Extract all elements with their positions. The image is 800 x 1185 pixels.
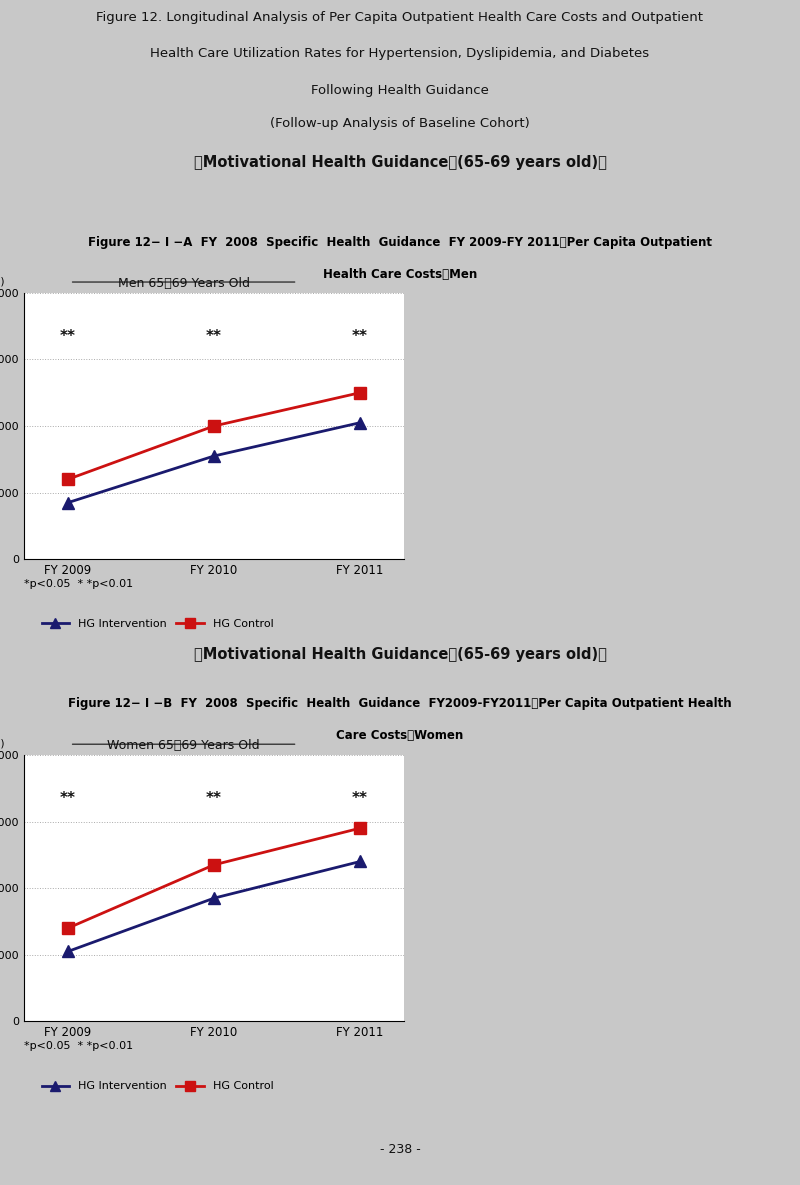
Text: Care Costs・Women: Care Costs・Women	[336, 729, 464, 742]
Text: Health Care Costs・Men: Health Care Costs・Men	[323, 268, 477, 281]
Text: (Points): (Points)	[0, 276, 5, 287]
Text: Men 65～69 Years Old: Men 65～69 Years Old	[118, 276, 250, 289]
Text: 【Motivational Health Guidance　(65-69 years old)】: 【Motivational Health Guidance (65-69 yea…	[194, 647, 606, 661]
Text: 【Motivational Health Guidance　(65-69 years old)】: 【Motivational Health Guidance (65-69 yea…	[194, 155, 606, 171]
Text: **: **	[206, 790, 222, 806]
Text: **: **	[60, 328, 76, 344]
Legend: HG Intervention, HG Control: HG Intervention, HG Control	[37, 1077, 278, 1096]
Text: Women 65～69 Years Old: Women 65～69 Years Old	[107, 739, 260, 751]
Text: (Follow-up Analysis of Baseline Cohort): (Follow-up Analysis of Baseline Cohort)	[270, 117, 530, 130]
Text: **: **	[206, 328, 222, 344]
Text: Figure 12. Longitudinal Analysis of Per Capita Outpatient Health Care Costs and : Figure 12. Longitudinal Analysis of Per …	[97, 11, 703, 24]
Text: (Points): (Points)	[0, 739, 5, 749]
Text: **: **	[60, 790, 76, 806]
Text: *p<0.05  * *p<0.01: *p<0.05 * *p<0.01	[24, 579, 133, 589]
Text: Following Health Guidance: Following Health Guidance	[311, 84, 489, 97]
Text: Health Care Utilization Rates for Hypertension, Dyslipidemia, and Diabetes: Health Care Utilization Rates for Hypert…	[150, 47, 650, 60]
Legend: HG Intervention, HG Control: HG Intervention, HG Control	[37, 615, 278, 634]
Text: **: **	[352, 790, 368, 806]
Text: *p<0.05  * *p<0.01: *p<0.05 * *p<0.01	[24, 1042, 133, 1051]
Text: Figure 12− I −B  FY  2008  Specific  Health  Guidance  FY2009-FY2011・Per Capita : Figure 12− I −B FY 2008 Specific Health …	[68, 697, 732, 710]
Text: **: **	[352, 328, 368, 344]
Text: - 238 -: - 238 -	[380, 1144, 420, 1155]
Text: Figure 12− I −A  FY  2008  Specific  Health  Guidance  FY 2009-FY 2011・Per Capit: Figure 12− I −A FY 2008 Specific Health …	[88, 236, 712, 249]
